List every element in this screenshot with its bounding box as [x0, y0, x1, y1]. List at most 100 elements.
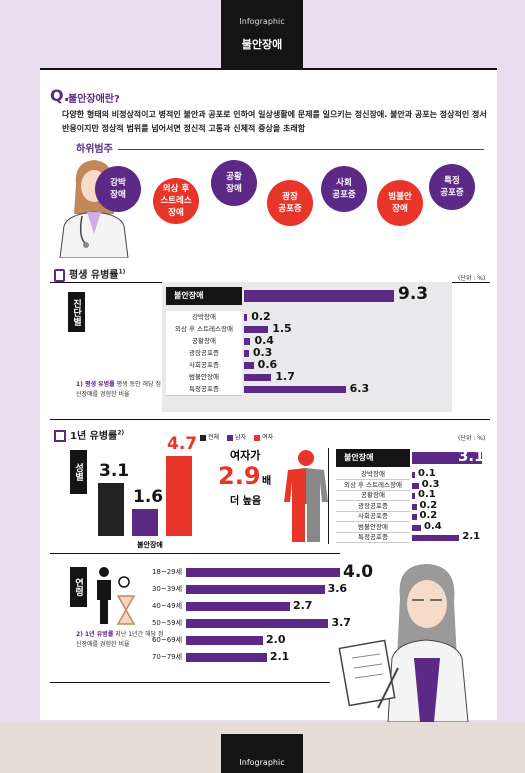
oneyear-note-title: 2) 1년 유병률 — [76, 631, 114, 638]
category-label: 범불안장애 — [336, 522, 410, 533]
value-label: 2.0 — [266, 633, 286, 646]
gender-figure-icon — [284, 450, 328, 542]
value-label: 3.1 — [99, 461, 130, 482]
subcategory-bubble: 외상 후 스트레스 장애 — [153, 178, 199, 224]
bar — [244, 326, 269, 333]
sex-side-label: 성별 — [70, 450, 87, 494]
bar — [412, 524, 422, 531]
footer-tab: Infographic — [221, 734, 303, 773]
value-label: 1.6 — [133, 486, 164, 507]
oneyear-top-divider — [50, 419, 490, 420]
age-side-label: 연령 — [70, 567, 87, 607]
ratio-text2: 더 높음 — [230, 496, 262, 507]
oneyear-note: 2) 1년 유병률 지난 1년간 해당 정신장애를 경험한 비율 — [76, 630, 166, 650]
value-label: 1.7 — [275, 370, 295, 383]
legend-label: 전체 — [208, 434, 220, 441]
lifetime-unit: (단위 : %) — [458, 275, 486, 282]
legend-item: 전체 — [200, 434, 219, 441]
value-label: 0.2 — [419, 499, 438, 511]
subcategory-bubble: 광장 공포증 — [267, 180, 313, 226]
value-label: 0.4 — [424, 520, 442, 532]
question-title: 불안장애란? — [68, 94, 120, 105]
subcategory-bubble: 사회 공포증 — [321, 166, 367, 212]
footer-small: Infographic — [239, 758, 285, 767]
value-label: 0.1 — [418, 468, 436, 479]
bar — [186, 619, 329, 628]
age-label: 40~49세 — [151, 602, 183, 610]
subcategory-divider — [118, 149, 484, 150]
value-label: 3.7 — [331, 616, 351, 629]
calendar-icon — [54, 430, 66, 442]
subcategory-bubble: 강박 장애 — [95, 166, 141, 212]
age-label: 70~79세 — [151, 653, 183, 661]
oneyear-unit: (단위 : %) — [458, 435, 486, 442]
bar — [132, 508, 158, 536]
value-label: 4.0 — [343, 562, 374, 582]
bar — [186, 636, 263, 645]
legend-item: 남자 — [227, 434, 246, 441]
category-label: 공황장애 — [336, 490, 410, 501]
bar — [244, 374, 272, 381]
age-label: 18~29세 — [151, 568, 183, 576]
bar — [186, 602, 290, 611]
lifetime-note-title: 1) 평생 유병률 — [76, 381, 115, 388]
bar — [412, 472, 415, 478]
value-label: 1.5 — [272, 322, 292, 335]
ratio-text1: 여자가 — [230, 449, 261, 462]
subcategory-bubble: 공황 장애 — [211, 160, 257, 206]
subcategory-title: 하위범주 — [76, 144, 113, 155]
bar — [244, 290, 394, 302]
bar — [244, 362, 254, 369]
presenter-illustration — [338, 564, 469, 722]
value-label: 2.1 — [462, 531, 481, 542]
clipboard-icon — [54, 268, 65, 282]
category-label: 강박장애 — [336, 469, 410, 480]
bar — [186, 585, 325, 594]
category-label: 불안장애 — [336, 449, 410, 467]
value-label: 0.1 — [418, 489, 436, 500]
bar — [412, 514, 417, 520]
age-label: 30~39세 — [151, 585, 183, 593]
header-tab: Infographic 불안장애 — [221, 0, 303, 68]
lifetime-title-text: 평생 유병률 — [69, 270, 119, 281]
bar — [244, 314, 248, 321]
bar — [186, 568, 340, 577]
legend-item: 여자 — [254, 434, 273, 441]
oneyear-section-title: 1년 유병률2) — [54, 427, 124, 442]
lifetime-sup: 1) — [118, 268, 126, 276]
header-title: 불안장애 — [241, 38, 283, 51]
bar — [98, 483, 124, 536]
oneyear-note-text: 지난 1년간 해당 정신장애를 경험한 비율 — [76, 631, 164, 648]
category-label: 사회공포증 — [336, 511, 410, 522]
vertical-divider — [328, 448, 329, 544]
value-label: 4.7 — [167, 434, 198, 454]
subcategory-bubble: 범불안 장애 — [377, 180, 423, 226]
lifetime-note: 1) 평생 유병률 평생 동안 해당 정신장애를 경험한 비율 — [76, 380, 166, 400]
bar — [412, 493, 415, 499]
bar — [186, 653, 267, 662]
bar — [412, 452, 482, 464]
ratio-value: 2.9 — [218, 462, 261, 490]
category-label: 특정공포증 — [336, 532, 410, 543]
hourglass-person-icon — [97, 567, 136, 625]
bottom-divider — [50, 682, 330, 683]
value-label: 0.4 — [254, 334, 274, 347]
bar — [412, 482, 419, 489]
lifetime-side-label: 진단별 — [68, 292, 85, 332]
category-label: 불안장애 — [166, 287, 242, 305]
bar — [244, 350, 249, 357]
value-label: 0.3 — [421, 478, 440, 490]
lifetime-section-title: 평생 유병률1) — [54, 266, 125, 282]
header-small: Infographic — [239, 17, 285, 26]
age-top-divider — [50, 553, 340, 554]
category-label: 광장공포증 — [336, 501, 410, 512]
category-label: 특정공포증 — [166, 383, 242, 396]
value-label: 0.2 — [419, 510, 438, 521]
sex-legend: 전체 남자 여자 — [200, 432, 281, 441]
q-mark: Q. — [50, 86, 70, 105]
legend-label: 여자 — [262, 434, 274, 441]
value-label: 3.6 — [327, 582, 348, 595]
value-label: 0.2 — [251, 310, 271, 323]
infographic-card: Q. 불안장애란? 다양한 형태의 비정상적이고 병적인 불안과 공포로 인하여… — [40, 68, 497, 722]
value-label: 6.3 — [349, 382, 370, 395]
